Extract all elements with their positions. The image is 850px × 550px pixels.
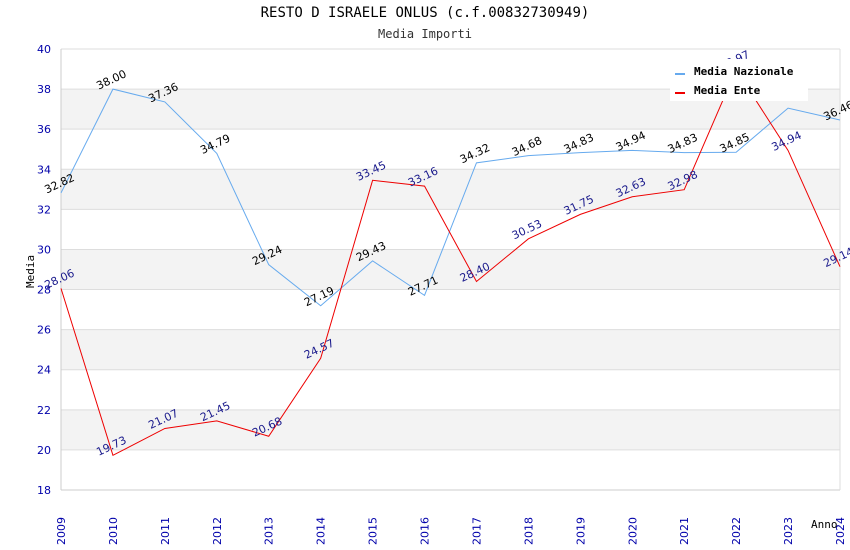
axes	[60, 49, 841, 491]
x-tick-label: 2009	[55, 517, 68, 545]
grid-band	[61, 249, 840, 290]
x-tick-label: 2012	[211, 517, 224, 545]
grid-band	[61, 329, 840, 370]
y-tick-label: 24	[37, 364, 51, 377]
y-tick-label: 32	[37, 203, 51, 216]
x-tick-label: 2021	[678, 517, 691, 545]
x-tick-label: 2024	[834, 517, 847, 545]
legend-label-ente: Media Ente	[694, 84, 761, 97]
x-tick-label: 2014	[315, 517, 328, 545]
y-tick-label: 40	[37, 43, 51, 56]
chart-title: RESTO D ISRAELE ONLUS (c.f.00832730949)	[260, 5, 590, 21]
grid-band	[61, 409, 840, 450]
x-tick-label: 2016	[419, 517, 432, 545]
x-tick-label: 2020	[626, 517, 639, 545]
y-tick-label: 30	[37, 243, 51, 256]
x-tick-label: 2013	[263, 517, 276, 545]
x-tick-label: 2015	[367, 517, 380, 545]
series-line-ente	[60, 68, 841, 457]
y-tick-label: 34	[37, 163, 51, 176]
x-tick-label: 2018	[522, 517, 535, 545]
y-tick-label: 28	[37, 284, 51, 297]
legend: Media Nazionale Media Ente	[670, 59, 808, 101]
x-tick-label: 2017	[470, 517, 483, 545]
data-label-nazionale: 34.32	[458, 141, 492, 166]
y-tick-label: 26	[37, 324, 51, 337]
y-tick-label: 20	[37, 444, 51, 457]
x-axis-title: Anno	[811, 518, 838, 531]
data-label-ente: 30.53	[510, 217, 544, 242]
x-tick-label: 2019	[574, 517, 587, 545]
y-tick-label: 36	[37, 123, 51, 136]
data-label-nazionale: 34.79	[198, 132, 232, 157]
x-tick-label: 2011	[159, 517, 172, 545]
x-tick-label: 2010	[107, 517, 120, 545]
series-line-nazionale	[60, 88, 841, 307]
y-tick-labels: 18 20 22 24 26 28 30 32 34 36 38 40	[37, 43, 51, 497]
chart-subtitle: Media Importi	[378, 27, 472, 41]
y-axis-title: Media	[24, 255, 37, 288]
x-tick-labels: 2009 2010 2011 2012 2013 2014 2015 2016 2017 2018…	[55, 517, 847, 545]
x-tick-label: 2022	[730, 517, 743, 545]
series-lines	[60, 68, 841, 457]
legend-box	[670, 59, 808, 101]
y-tick-label: 18	[37, 484, 51, 497]
grid-band	[61, 169, 840, 210]
y-tick-label: 22	[37, 404, 51, 417]
grid-lines	[61, 48, 840, 491]
legend-label-nazionale: Media Nazionale	[694, 65, 794, 78]
data-label-ente: 34.94	[770, 129, 804, 154]
x-tick-label: 2023	[782, 517, 795, 545]
y-tick-label: 38	[37, 83, 51, 96]
